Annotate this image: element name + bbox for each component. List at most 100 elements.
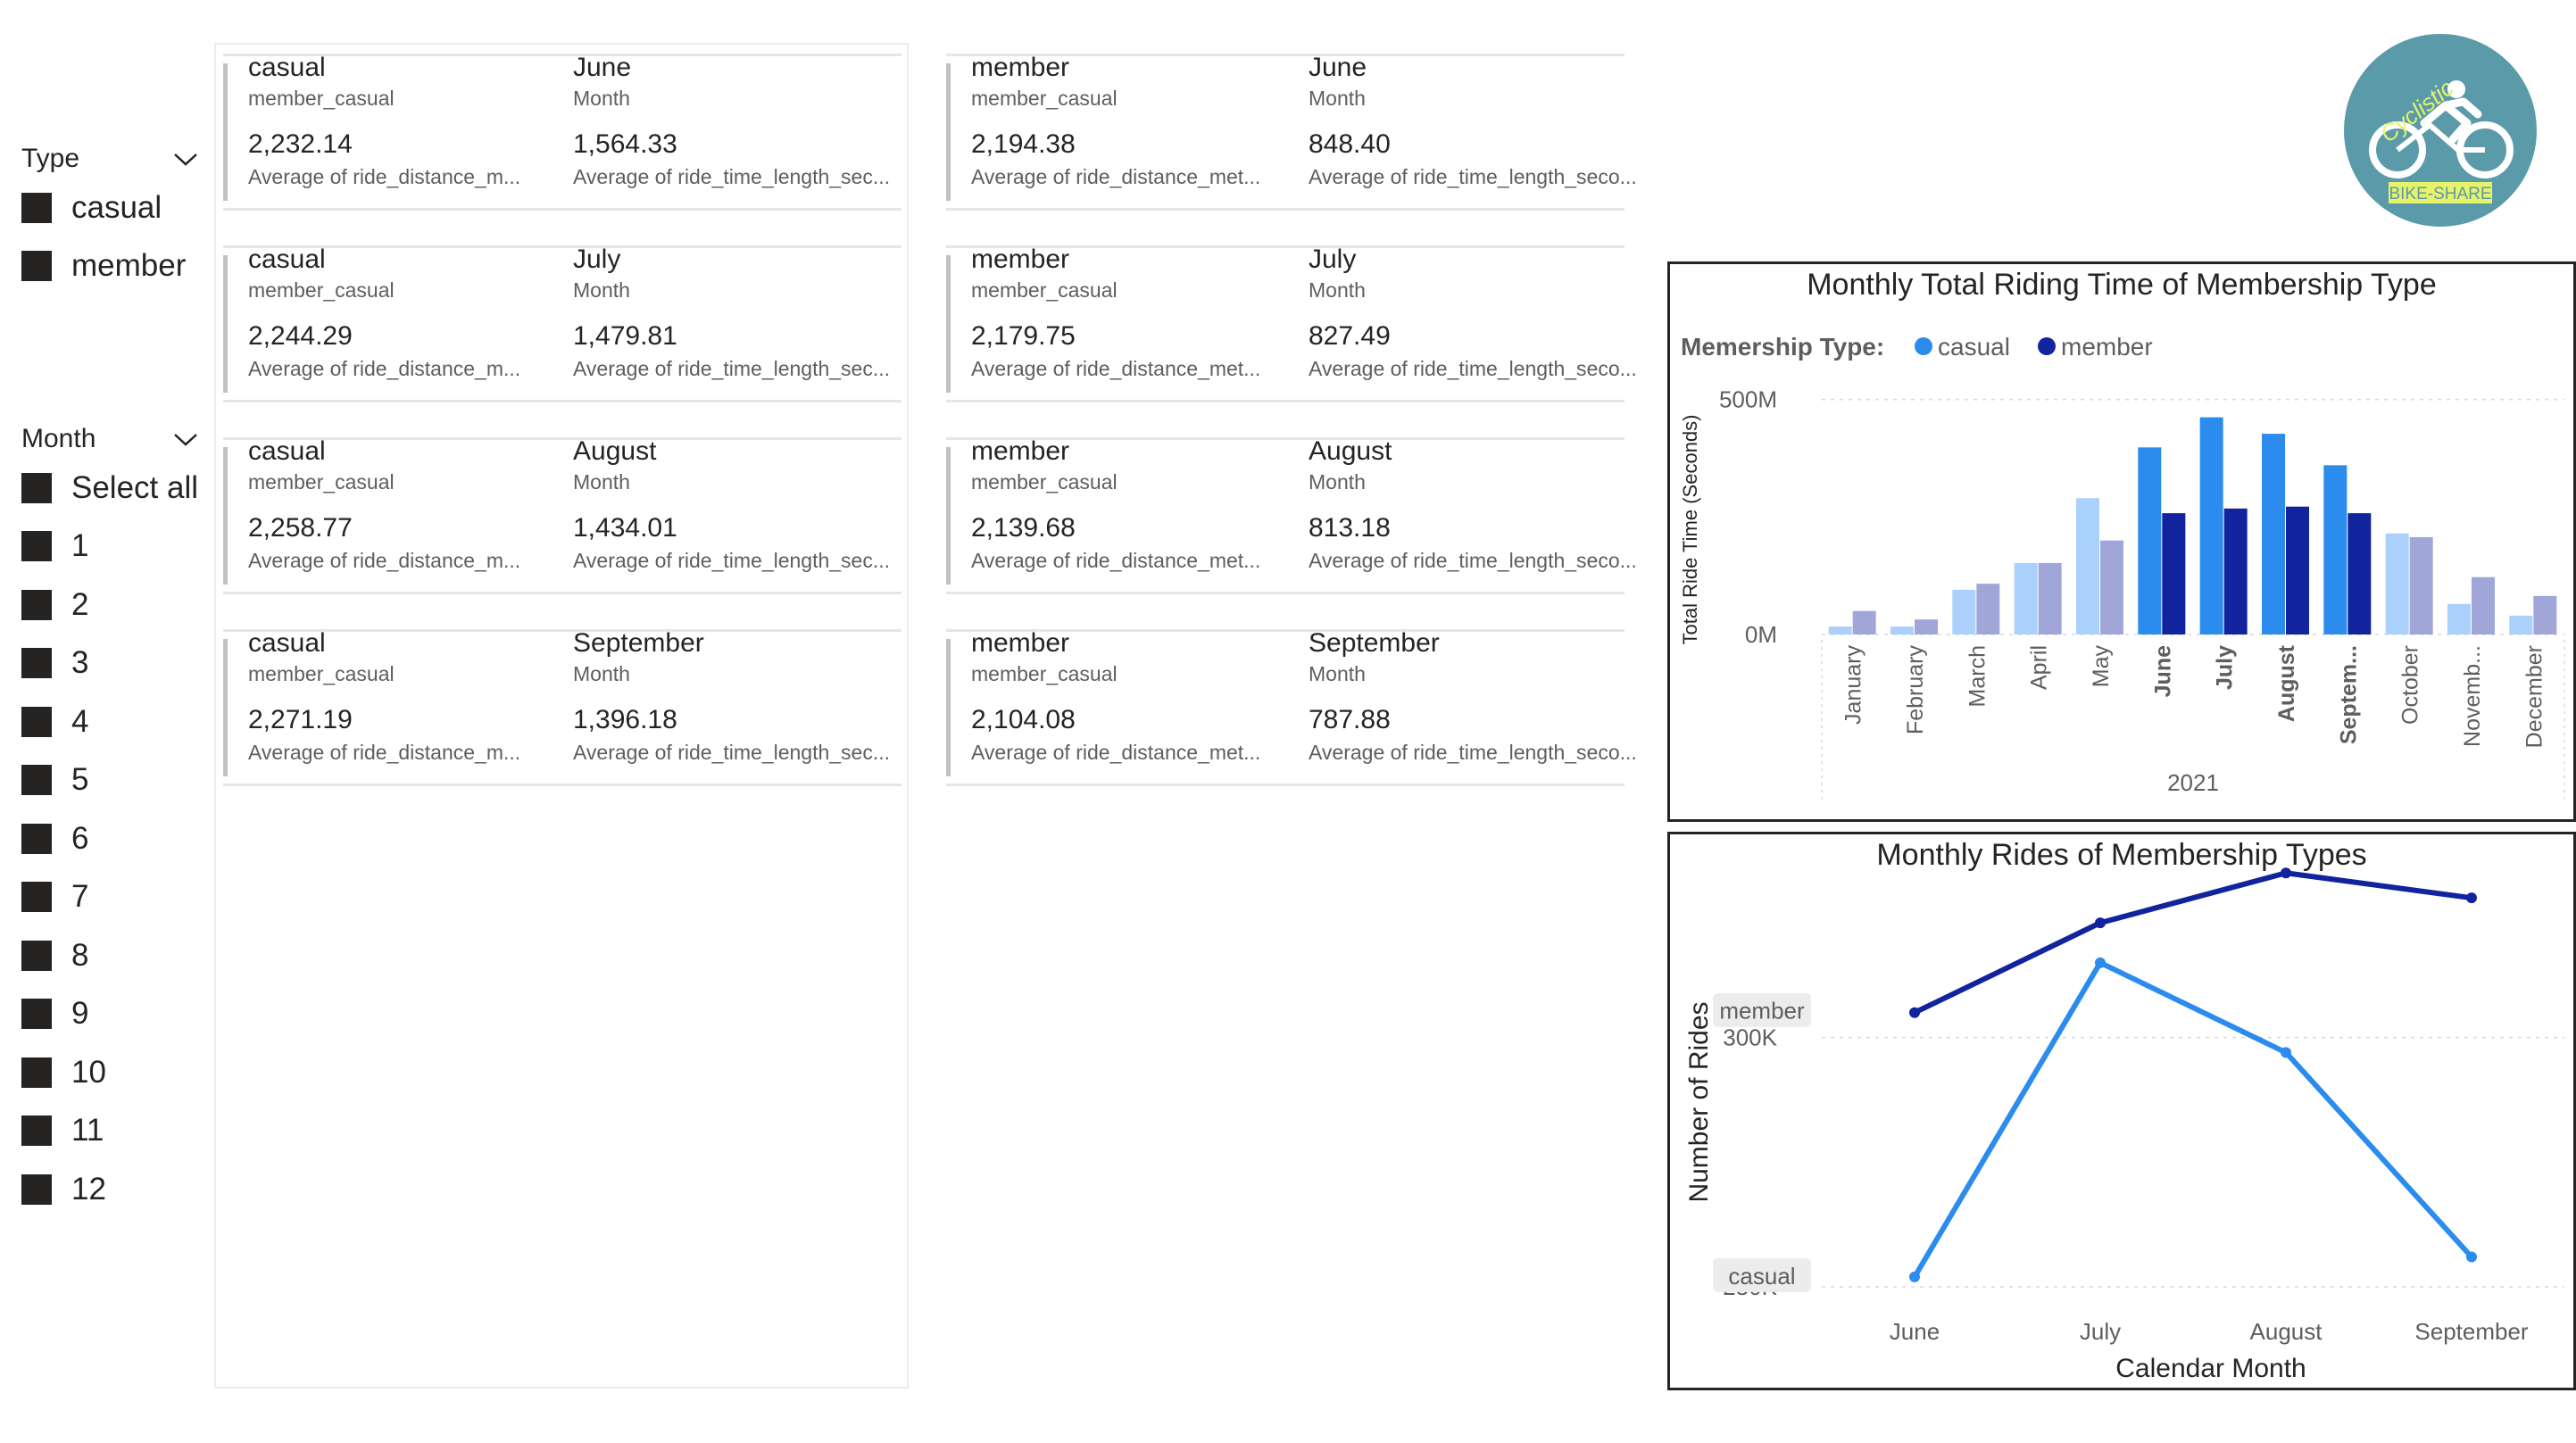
checkbox[interactable]	[21, 823, 52, 854]
checkbox[interactable]	[21, 882, 52, 913]
card-distance-value: 2,179.75	[971, 321, 1076, 351]
card-time-value: 827.49	[1309, 321, 1391, 351]
casual-kpi-card: casual member_casual June Month 2,232.14 Aver…	[223, 53, 902, 211]
bar-casual	[2509, 615, 2533, 634]
bar-member	[2286, 506, 2309, 634]
card-month-label: Month	[573, 87, 630, 110]
month-slicer: Month Select all 1 2 3 4 5 6 7 8 9 10 11 12	[21, 419, 200, 1219]
month-option[interactable]: 12	[21, 1160, 200, 1219]
card-type-label: member_casual	[971, 662, 1118, 685]
series-label: member	[1719, 998, 1805, 1024]
month-option[interactable]: 5	[21, 751, 200, 810]
card-month-label: Month	[1309, 278, 1366, 302]
type-option[interactable]: casual	[21, 178, 200, 237]
card-type-label: member_casual	[248, 278, 395, 302]
card-distance-label: Average of ride_distance_m...	[248, 357, 521, 380]
monthly-rides-chart-svg: Monthly Rides of Membership Types250K300…	[1684, 838, 2564, 1383]
bar-casual	[2014, 562, 2038, 634]
casual-kpi-card: casual member_casual July Month 2,244.29 Aver…	[223, 245, 902, 402]
month-option[interactable]: 8	[21, 926, 200, 985]
month-option-label: 10	[71, 1054, 106, 1090]
riding-time-chart-svg: Monthly Total Riding Time of Membership …	[1679, 268, 2565, 800]
month-option[interactable]: 6	[21, 809, 200, 868]
card-month-label: Month	[573, 470, 630, 493]
riding-time-chart: Monthly Total Riding Time of Membership …	[1667, 261, 2576, 822]
checkbox[interactable]	[21, 999, 52, 1030]
card-type: casual	[248, 53, 326, 82]
type-slicer-header[interactable]: Type	[21, 139, 200, 178]
x-tick-label: October	[2398, 645, 2423, 725]
month-slicer-header[interactable]: Month	[21, 419, 200, 459]
bar-member	[2533, 595, 2557, 634]
bar-casual	[2199, 417, 2223, 634]
y-tick-label: 0M	[1745, 621, 1777, 648]
card-time-value: 1,434.01	[573, 513, 677, 543]
legend-title: Memership Type:	[1681, 333, 1884, 361]
type-option[interactable]: member	[21, 237, 200, 296]
checkbox[interactable]	[21, 531, 52, 562]
card-time-label: Average of ride_time_length_sec...	[573, 549, 891, 572]
month-option[interactable]: 2	[21, 576, 200, 634]
point-casual	[2466, 1251, 2477, 1263]
bar-casual	[2323, 465, 2347, 634]
card-distance-value: 2,104.08	[971, 705, 1076, 734]
card-type: member	[971, 628, 1070, 658]
bar-member	[2100, 540, 2123, 634]
card-distance-value: 2,271.19	[248, 705, 353, 734]
month-option-label: 6	[71, 820, 89, 856]
month-option[interactable]: 10	[21, 1043, 200, 1102]
checkbox[interactable]	[21, 1173, 52, 1205]
chevron-down-icon[interactable]	[171, 145, 200, 173]
month-option[interactable]: 11	[21, 1102, 200, 1161]
checkbox[interactable]	[21, 251, 52, 282]
card-month: August	[1309, 436, 1392, 466]
line-casual	[1912, 959, 2474, 1279]
series-label-bg	[1713, 1257, 1811, 1292]
member-kpi-card: member member_casual September Month 2,104.0…	[946, 628, 1637, 786]
checkbox[interactable]	[21, 706, 52, 737]
y-tick-label: 300K	[1723, 1024, 1777, 1051]
month-option[interactable]: 1	[21, 518, 200, 576]
card-time-label: Average of ride_time_length_seco...	[1309, 165, 1637, 188]
x-tick-label: August	[2274, 644, 2299, 722]
type-slicer: Type casual member	[21, 139, 200, 295]
month-option-label: 1	[71, 528, 89, 564]
y-tick-label: 500M	[1719, 386, 1777, 413]
card-month: June	[573, 53, 632, 82]
card-time-value: 848.40	[1309, 129, 1391, 159]
checkbox[interactable]	[21, 648, 52, 679]
card-month: September	[1309, 628, 1440, 658]
casual-kpi-card: casual member_casual August Month 2,258.77 Av…	[223, 436, 902, 594]
type-option-label: casual	[71, 189, 162, 225]
month-option[interactable]: 3	[21, 634, 200, 693]
checkbox[interactable]	[21, 589, 52, 620]
month-option[interactable]: Select all	[21, 459, 200, 518]
month-option[interactable]: 9	[21, 985, 200, 1044]
card-type-label: member_casual	[971, 470, 1118, 493]
checkbox[interactable]	[21, 472, 52, 503]
checkbox[interactable]	[21, 192, 52, 223]
month-option[interactable]: 7	[21, 868, 200, 927]
month-option[interactable]: 4	[21, 692, 200, 751]
checkbox[interactable]	[21, 765, 52, 796]
checkbox[interactable]	[21, 940, 52, 971]
bar-member	[1976, 584, 2000, 634]
checkbox[interactable]	[21, 1115, 52, 1147]
bar-casual	[1828, 626, 1852, 634]
chart-legend: Memership Type: casual member	[1681, 333, 2153, 361]
card-month-label: Month	[1309, 87, 1366, 110]
card-type: member	[971, 436, 1070, 466]
x-tick-label: May	[2089, 645, 2114, 688]
month-option-label: 2	[71, 586, 89, 622]
card-time-label: Average of ride_time_length_seco...	[1309, 357, 1637, 380]
bar-member	[2472, 576, 2495, 634]
chevron-down-icon[interactable]	[171, 425, 200, 453]
chart-title: Monthly Rides of Membership Types	[1876, 838, 2366, 872]
card-time-value: 787.88	[1309, 705, 1391, 734]
card-distance-value: 2,139.68	[971, 513, 1076, 543]
checkbox[interactable]	[21, 1057, 52, 1088]
bar-member	[1852, 610, 1876, 634]
monthly-rides-chart: Monthly Rides of Membership Types250K300…	[1667, 832, 2576, 1390]
x-tick-label: March	[1965, 645, 1990, 707]
card-month-label: Month	[573, 662, 630, 685]
